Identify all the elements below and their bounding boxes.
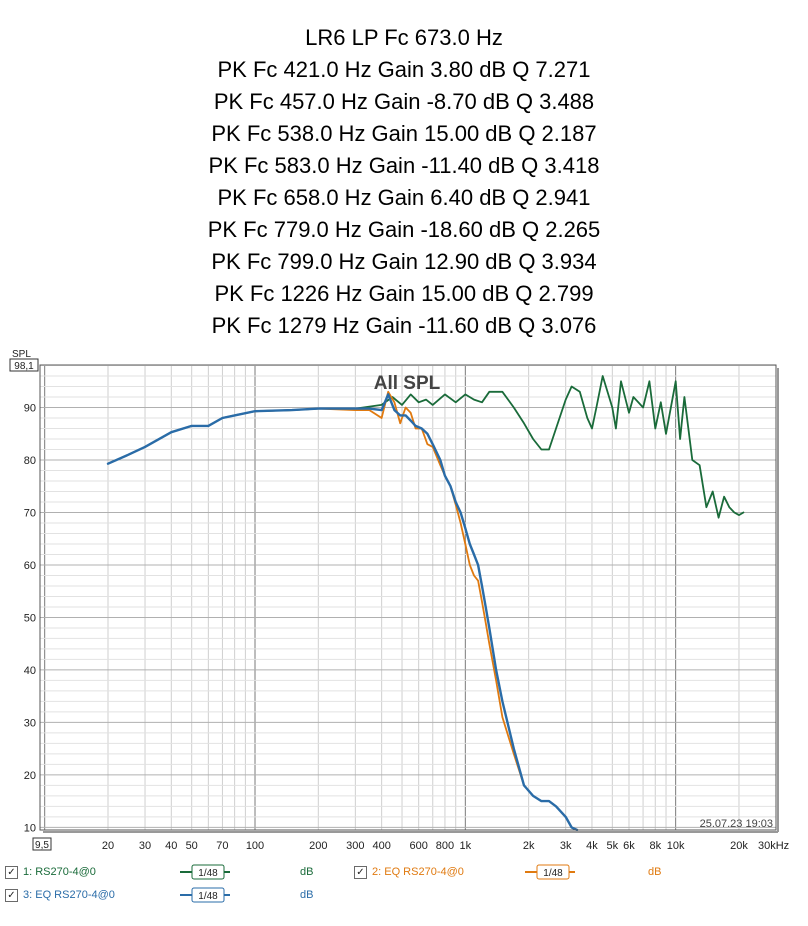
smoothing-label: 1/48 xyxy=(198,891,218,902)
x-tick-label: 300 xyxy=(346,840,364,852)
legend-series-name[interactable]: 3: EQ RS270-4@0 xyxy=(23,889,115,901)
x-tick-label: 8k xyxy=(649,840,661,852)
legend-line-swatch[interactable]: 1/48 xyxy=(180,885,230,905)
legend-unit: dB xyxy=(300,866,314,878)
x-tick-label: 200 xyxy=(309,840,327,852)
in-plot-title: All SPL xyxy=(374,373,441,394)
y-tick-label: 90 xyxy=(24,403,36,415)
legend-checkbox[interactable]: ✓ xyxy=(5,866,18,879)
y-max-value: 98,1 xyxy=(14,361,34,372)
legend-line-swatch[interactable]: 1/48 xyxy=(525,862,575,882)
series-line-3 xyxy=(106,393,579,832)
header-peak-filter-line: PK Fc 658.0 Hz Gain 6.40 dB Q 2.941 xyxy=(217,185,591,210)
y-tick-label: 20 xyxy=(24,770,36,782)
y-tick-label: 50 xyxy=(24,612,36,624)
timestamp: 25.07.23 19:03 xyxy=(700,818,773,830)
x-tick-label: 50 xyxy=(186,840,198,852)
header-peak-filter-line: PK Fc 1226 Hz Gain 15.00 dB Q 2.799 xyxy=(214,281,594,306)
plot-area xyxy=(40,365,776,830)
plot-frame xyxy=(39,364,777,831)
header-peak-filter-line: PK Fc 799.0 Hz Gain 12.90 dB Q 3.934 xyxy=(211,249,597,274)
legend-unit: dB xyxy=(648,866,662,878)
header-peak-filter-line: PK Fc 779.0 Hz Gain -18.60 dB Q 2.265 xyxy=(207,217,601,242)
smoothing-label: 1/48 xyxy=(543,868,563,879)
y-tick-label: 60 xyxy=(24,560,36,572)
x-tick-label: 2k xyxy=(523,840,535,852)
x-tick-label: 5k xyxy=(607,840,619,852)
header-peak-filter-line: PK Fc 538.0 Hz Gain 15.00 dB Q 2.187 xyxy=(211,121,597,146)
x-tick-label: 6k xyxy=(623,840,635,852)
x-tick-label: 4k xyxy=(586,840,598,852)
y-tick-label: 40 xyxy=(24,665,36,677)
x-tick-label: 40 xyxy=(165,840,177,852)
y-min-value: 9,5 xyxy=(35,840,49,851)
legend-series-name[interactable]: 1: RS270-4@0 xyxy=(23,866,96,878)
x-tick-label: 30 xyxy=(139,840,151,852)
x-tick-label: 70 xyxy=(216,840,228,852)
legend-series-name[interactable]: 2: EQ RS270-4@0 xyxy=(372,866,464,878)
x-tick-label: 3k xyxy=(560,840,572,852)
header-peak-filter-line: PK Fc 583.0 Hz Gain -11.40 dB Q 3.418 xyxy=(208,153,600,178)
legend-checkbox[interactable]: ✓ xyxy=(354,866,367,879)
smoothing-box xyxy=(191,864,225,880)
x-tick-label: 1k xyxy=(460,840,472,852)
y-min-box xyxy=(32,837,52,851)
smoothing-box xyxy=(536,864,570,880)
y-tick-label: 10 xyxy=(24,822,36,834)
filter-settings-header: LR6 LP Fc 673.0 Hz PK Fc 421.0 Hz Gain 3.… xyxy=(0,22,808,342)
legend-unit: dB xyxy=(300,889,314,901)
x-tick-label: 30kHz xyxy=(758,840,789,852)
y-tick-label: 70 xyxy=(24,507,36,519)
header-peak-filter-line: PK Fc 457.0 Hz Gain -8.70 dB Q 3.488 xyxy=(213,89,595,114)
x-tick-label: 20 xyxy=(102,840,114,852)
y-tick-label: 30 xyxy=(24,717,36,729)
header-peak-filter-line: PK Fc 421.0 Hz Gain 3.80 dB Q 7.271 xyxy=(217,57,591,82)
x-tick-label: 20k xyxy=(730,840,748,852)
y-tick-label: 80 xyxy=(24,455,36,467)
x-tick-label: 100 xyxy=(246,840,264,852)
smoothing-label: 1/48 xyxy=(198,868,218,879)
x-tick-label: 400 xyxy=(372,840,390,852)
legend-checkbox[interactable]: ✓ xyxy=(5,889,18,902)
y-max-box xyxy=(9,358,39,372)
x-tick-label: 600 xyxy=(409,840,427,852)
y-axis-label: SPL xyxy=(12,349,31,360)
header-lowpass-line: LR6 LP Fc 673.0 Hz xyxy=(305,25,503,50)
legend-line-swatch[interactable]: 1/48 xyxy=(180,862,230,882)
x-tick-label: 10k xyxy=(667,840,685,852)
x-tick-label: 800 xyxy=(436,840,454,852)
smoothing-box xyxy=(191,887,225,903)
header-peak-filter-line: PK Fc 1279 Hz Gain -11.60 dB Q 3.076 xyxy=(211,313,597,338)
